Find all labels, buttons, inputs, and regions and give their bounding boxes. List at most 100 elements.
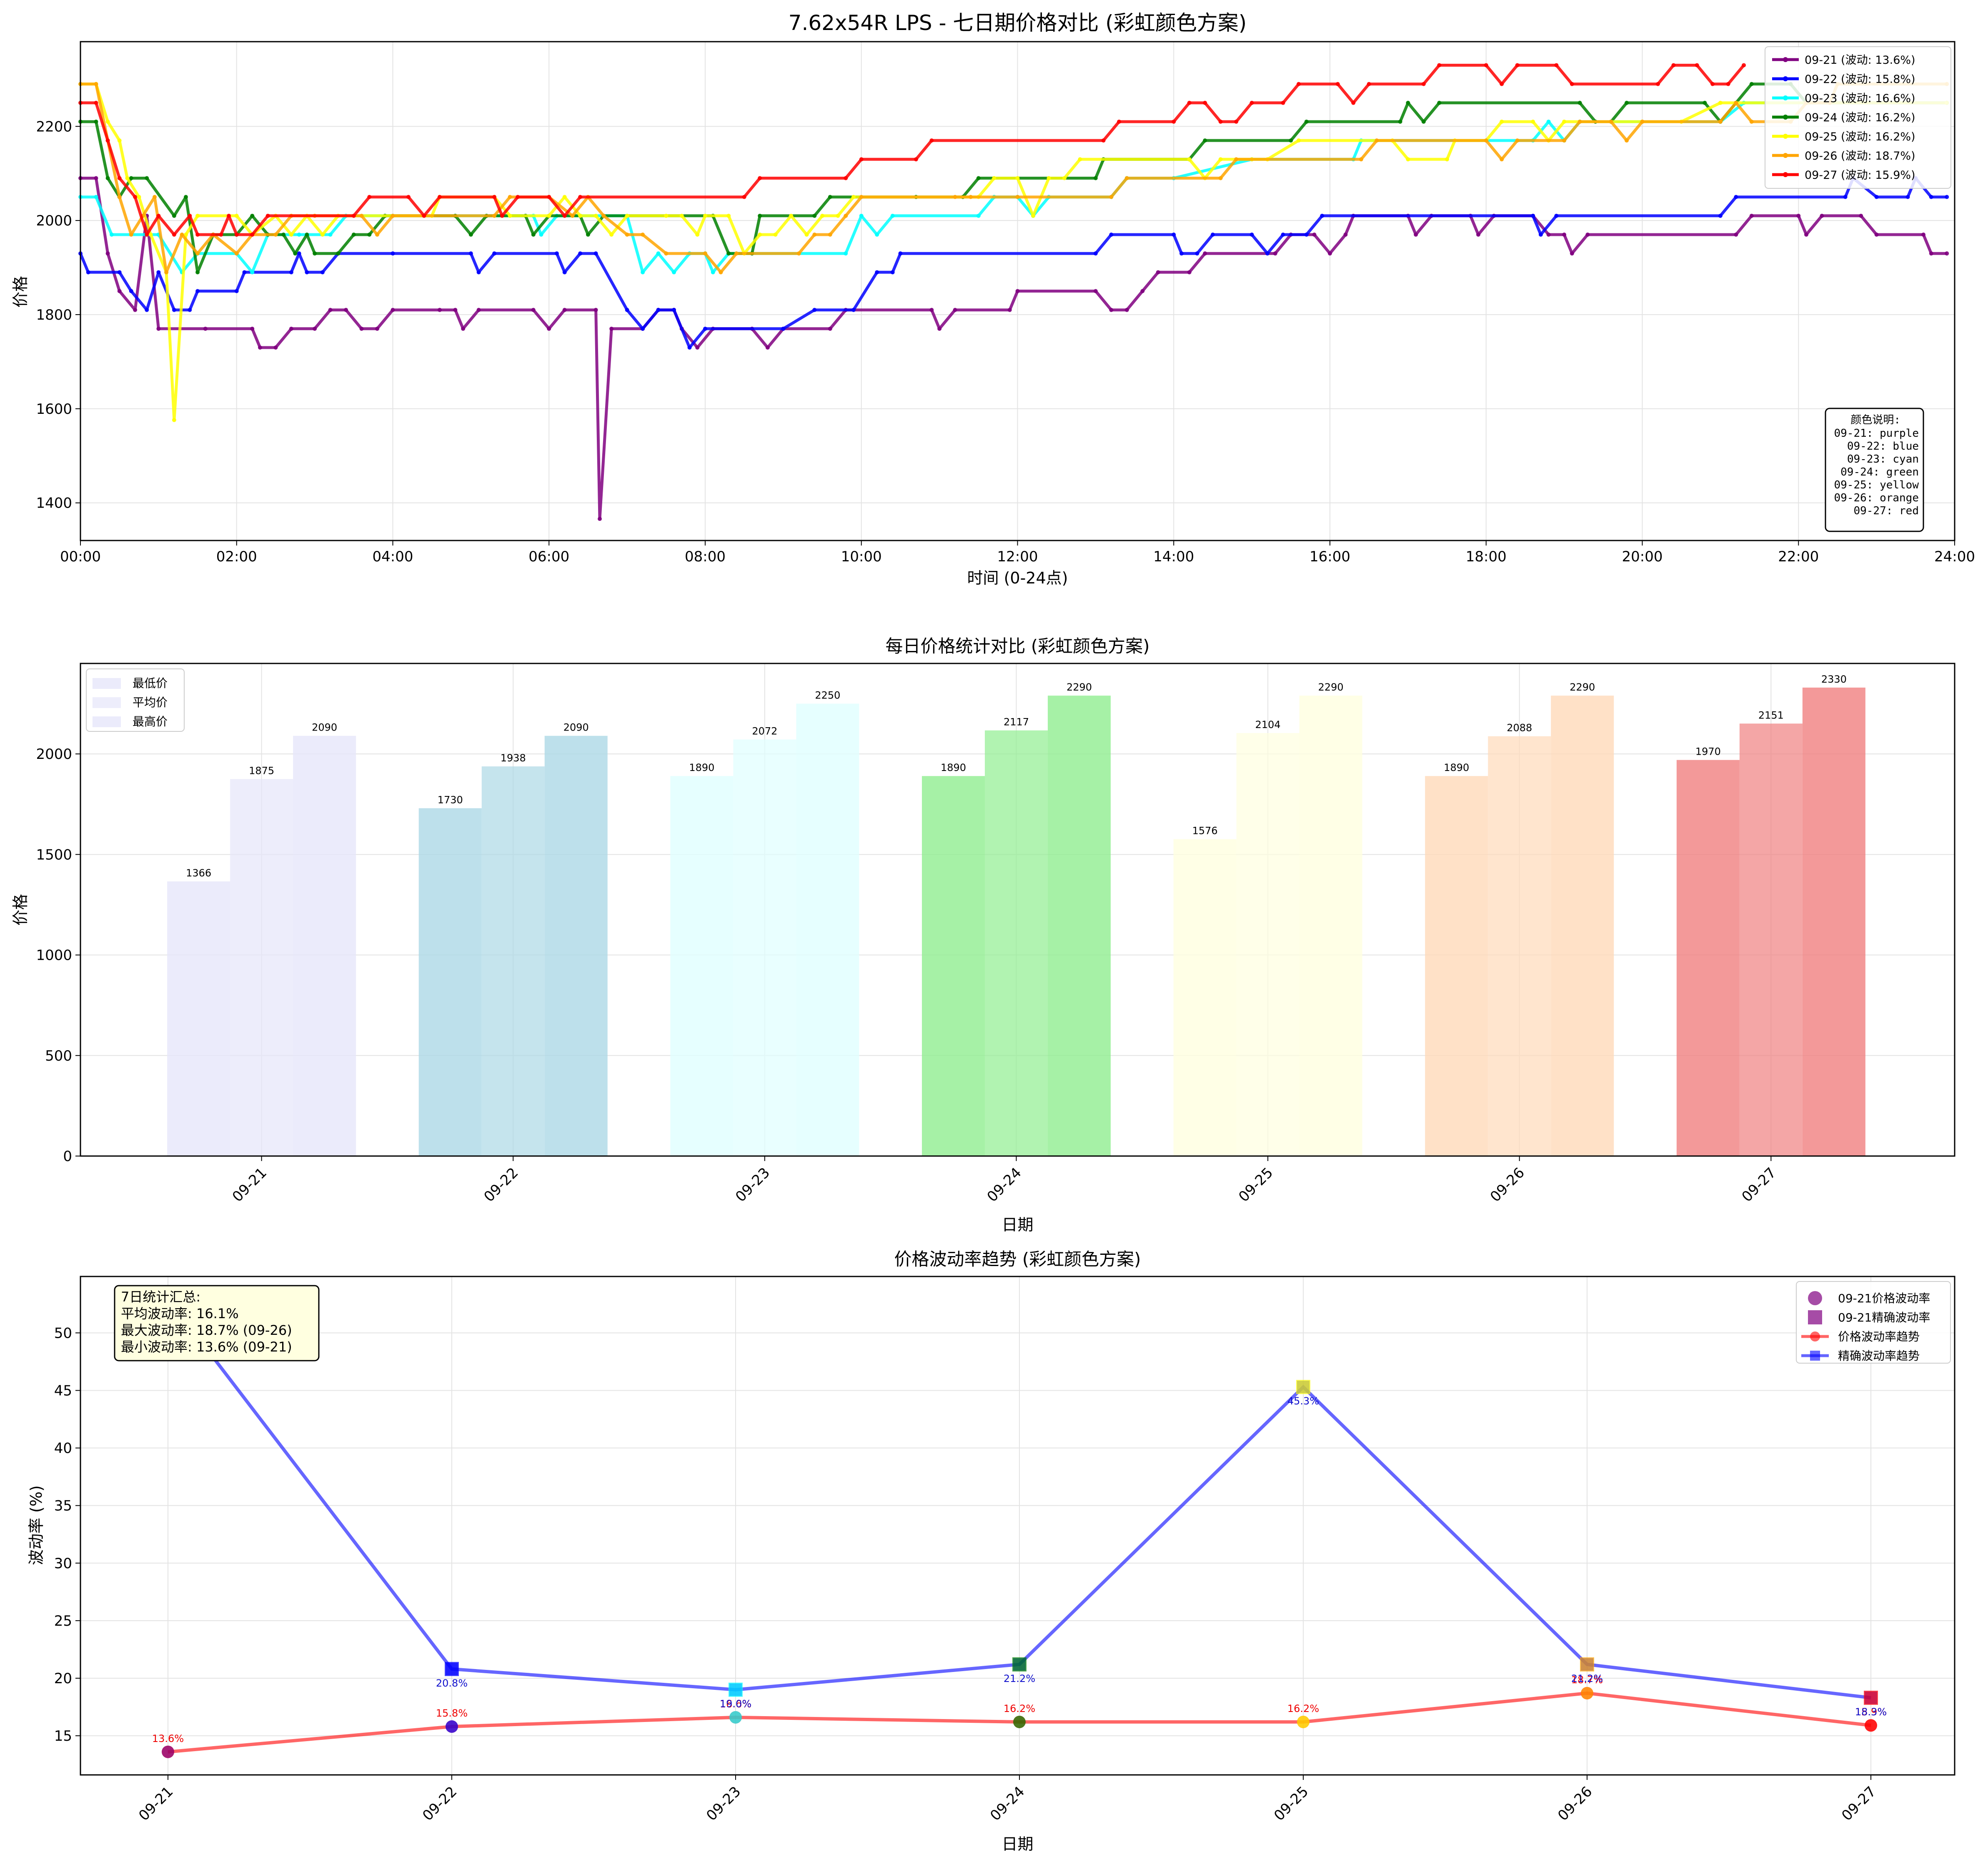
data-point — [820, 213, 825, 218]
data-point — [1078, 157, 1082, 162]
data-point — [1187, 157, 1192, 162]
legend-marker — [1783, 134, 1788, 139]
data-point — [1187, 100, 1192, 105]
data-point — [1343, 232, 1348, 237]
data-point — [1515, 63, 1520, 68]
bar-group-09-21: 1366 1875 2090 09-21 — [167, 722, 356, 1205]
summary-frame — [114, 1285, 320, 1361]
panel-volatility: 15 20 25 30 35 40 45 50 09-21 09-22 09-23 09-24 09-2… — [27, 1249, 1955, 1853]
data-point — [1905, 195, 1910, 199]
x-tick-label: 10:00 — [841, 548, 882, 565]
data-point — [1218, 157, 1223, 162]
data-point — [1359, 157, 1363, 162]
data-point — [1749, 213, 1754, 218]
data-point — [1234, 119, 1239, 124]
data-point — [758, 232, 762, 237]
data-point — [1554, 63, 1559, 68]
bar-value-label: 2330 — [1821, 673, 1847, 685]
bar-最低价 — [670, 776, 734, 1156]
data-point — [468, 251, 473, 256]
data-point — [172, 418, 176, 422]
data-point — [656, 308, 661, 312]
data-point — [234, 251, 239, 256]
bar-最高价 — [1802, 687, 1865, 1156]
legend-marker — [1810, 1331, 1820, 1341]
data-point — [453, 308, 458, 312]
data-point — [1007, 308, 1012, 312]
data-point — [664, 251, 669, 256]
data-point — [1203, 100, 1207, 105]
day-price-point — [1297, 1715, 1309, 1728]
data-point — [554, 251, 559, 256]
data-point — [195, 270, 200, 275]
data-point — [195, 213, 200, 218]
legend-marker — [1783, 57, 1788, 62]
data-point — [250, 270, 255, 275]
data-point — [641, 270, 645, 275]
data-point — [1585, 232, 1590, 237]
data-point — [1554, 213, 1559, 218]
data-point — [851, 308, 856, 312]
plot-frame — [80, 41, 1955, 541]
data-point — [313, 326, 317, 331]
data-point — [679, 213, 684, 218]
data-point — [1375, 138, 1379, 143]
series-09-21 — [78, 176, 1949, 521]
legend-marker — [1783, 95, 1788, 100]
data-point — [1820, 213, 1824, 218]
data-point — [1156, 270, 1160, 275]
data-point — [781, 326, 786, 331]
data-point — [812, 308, 817, 312]
y-tick-label: 45 — [54, 1382, 72, 1399]
x-tick-label: 22:00 — [1778, 548, 1819, 565]
data-point — [336, 251, 341, 256]
data-point — [1297, 82, 1301, 86]
data-point — [1625, 100, 1629, 105]
data-point — [133, 308, 138, 312]
data-point — [1297, 138, 1301, 143]
point-value-label: 16.2% — [1287, 1703, 1319, 1714]
data-point — [250, 326, 255, 331]
data-point — [875, 270, 879, 275]
data-point — [562, 195, 567, 199]
data-point — [1249, 100, 1254, 105]
data-point — [937, 326, 942, 331]
data-point — [695, 232, 700, 237]
legend-label: 09-22 (波动: 15.8%) — [1805, 73, 1915, 86]
legend-frame — [1765, 46, 1951, 189]
data-point — [1210, 232, 1215, 237]
legend-label: 09-25 (波动: 16.2%) — [1805, 130, 1915, 143]
data-point — [1124, 308, 1129, 312]
data-point — [125, 176, 130, 180]
x-tick-label: 20:00 — [1622, 548, 1663, 565]
x-tick-label: 09-23 — [732, 1164, 773, 1205]
data-point — [1109, 308, 1114, 312]
bar-最高价 — [1299, 696, 1362, 1156]
data-point — [828, 232, 832, 237]
bar-平均价 — [1236, 733, 1299, 1156]
x-tick-label: 00:00 — [60, 548, 101, 565]
data-point — [547, 195, 551, 199]
data-point — [1172, 119, 1176, 124]
data-point — [1320, 213, 1324, 218]
bar-最低价 — [1425, 776, 1488, 1156]
data-point — [289, 326, 293, 331]
data-point — [188, 308, 192, 312]
bar-平均价 — [984, 730, 1048, 1156]
data-point — [1625, 138, 1629, 143]
data-point — [1203, 251, 1207, 256]
legend-label: 平均价 — [133, 696, 168, 709]
bar-最低价 — [1173, 839, 1237, 1156]
x-tick-label: 09-26 — [1487, 1164, 1528, 1205]
data-point — [976, 213, 981, 218]
y-tick-label: 20 — [54, 1670, 72, 1687]
bar-group-09-23: 1890 2072 2250 09-23 — [670, 689, 859, 1205]
data-point — [1929, 195, 1933, 199]
bar-group-09-26: 1890 2088 2290 09-26 — [1425, 681, 1614, 1205]
data-point — [183, 195, 188, 199]
data-point — [145, 232, 149, 237]
x-tick-label: 09-24 — [987, 1783, 1028, 1824]
x-tick-label: 09-22 — [419, 1783, 460, 1824]
data-point — [531, 232, 536, 237]
data-point — [1062, 176, 1067, 180]
